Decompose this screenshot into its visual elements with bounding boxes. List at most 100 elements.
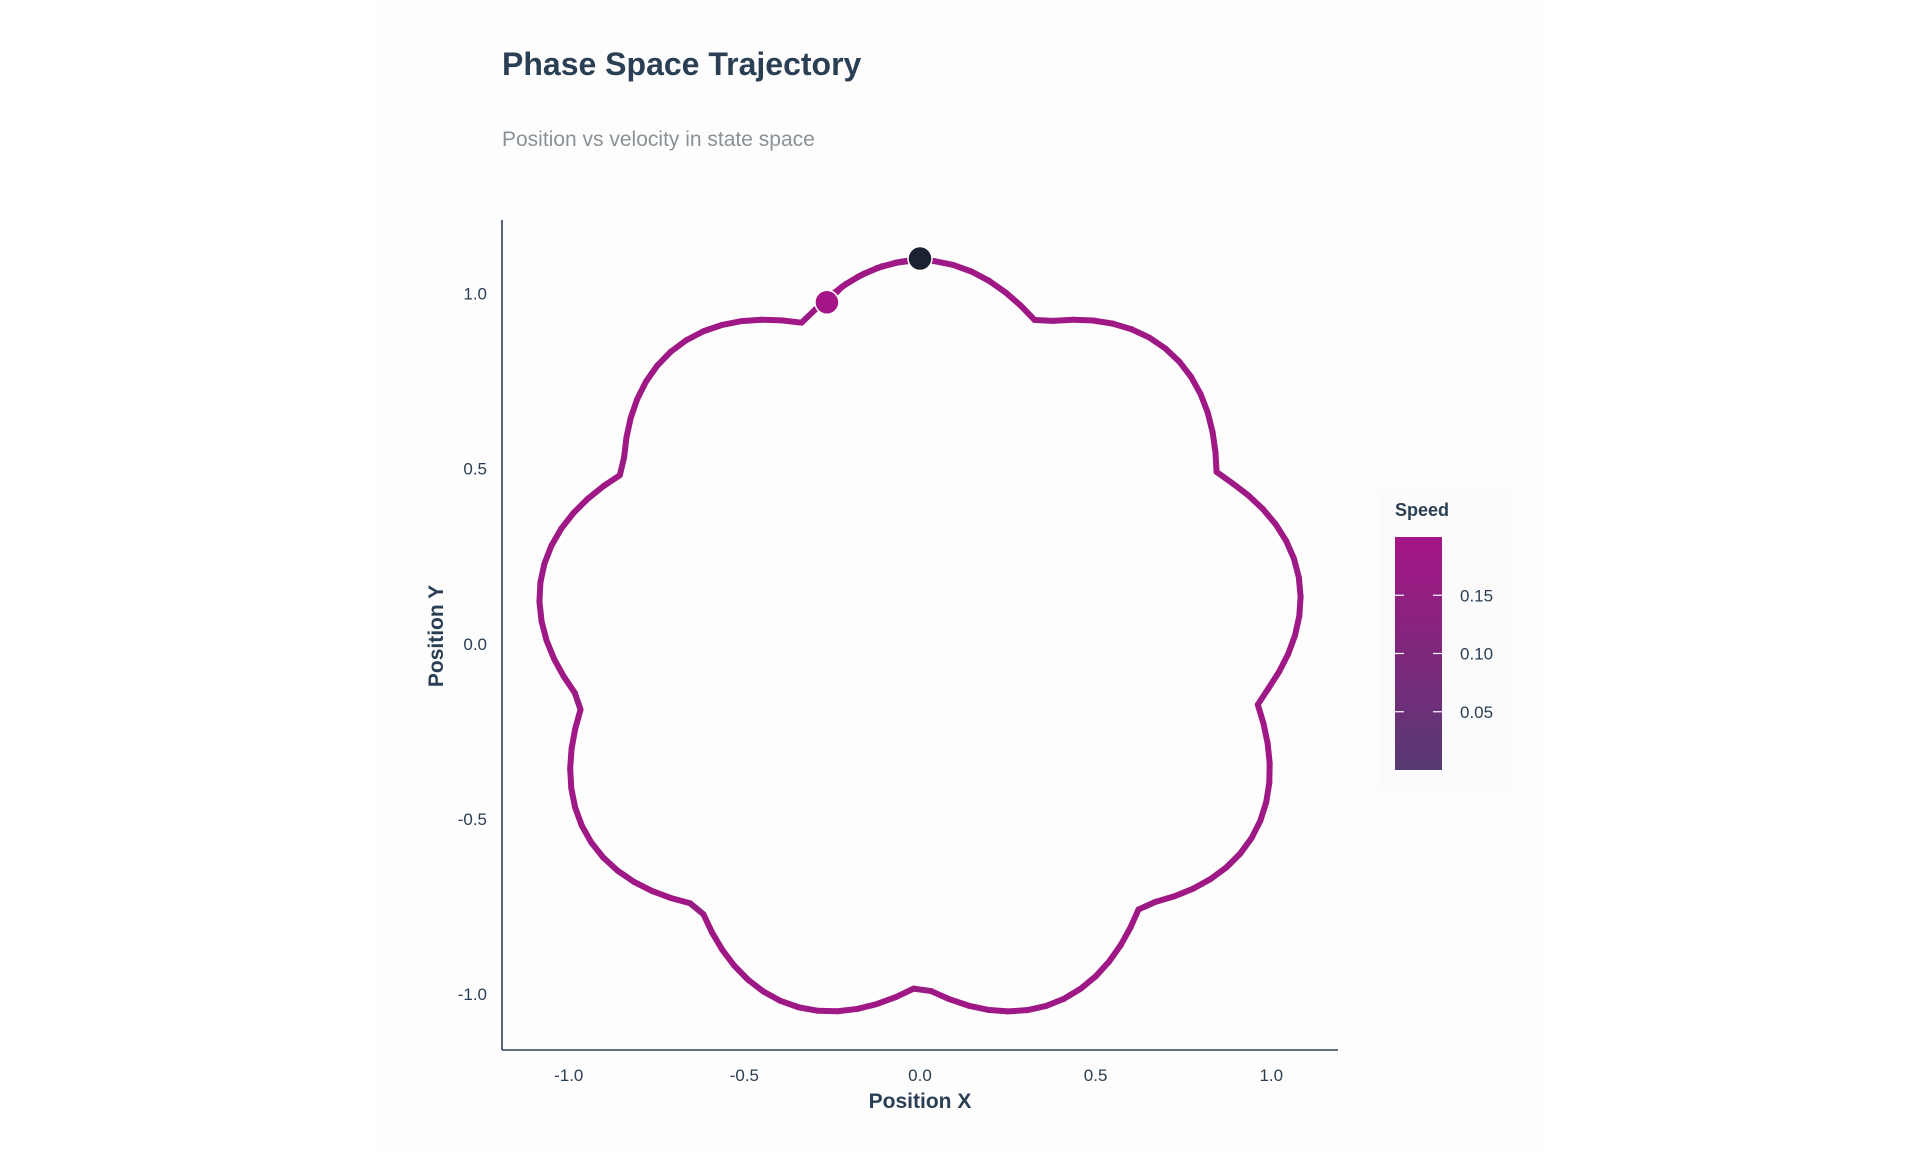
chart-title: Phase Space Trajectory xyxy=(502,46,862,82)
trajectory-segment xyxy=(1069,316,1097,324)
x-tick-label: 0.5 xyxy=(1084,1066,1108,1085)
axes xyxy=(501,220,1338,1051)
trajectory-segment xyxy=(1212,449,1220,475)
trajectory-segment xyxy=(568,725,579,752)
trajectory-segment xyxy=(560,673,578,696)
y-axis-label: Position Y xyxy=(425,585,448,687)
x-axis-ticks: -1.0 -0.5 0.0 0.5 1.0 xyxy=(554,1066,1283,1085)
trajectory-segment xyxy=(1248,817,1264,842)
trajectory-segment xyxy=(986,277,1009,296)
trajectory-segment xyxy=(1109,320,1135,333)
x-tick-label: -0.5 xyxy=(730,1066,759,1085)
trajectory-segment xyxy=(543,637,558,662)
trajectory-segment xyxy=(1254,685,1272,708)
trajectory-segment xyxy=(1017,302,1038,323)
trajectory-segment xyxy=(1207,864,1230,883)
trajectory-segment xyxy=(1276,650,1292,675)
trajectory-segment xyxy=(1162,345,1183,365)
trajectory-segment xyxy=(1257,799,1270,824)
trajectory-segment xyxy=(1061,985,1084,1002)
trajectory-segment xyxy=(1254,701,1267,727)
trajectory-segment xyxy=(572,706,584,732)
chart-subtitle: Position vs velocity in state space xyxy=(502,128,815,151)
trajectory-segment xyxy=(537,560,548,586)
x-tick-label: 1.0 xyxy=(1259,1066,1283,1085)
trajectory-segment xyxy=(700,911,716,936)
y-tick-label: 0.0 xyxy=(463,635,487,654)
trajectory-segment xyxy=(738,316,765,325)
y-tick-label: -0.5 xyxy=(458,810,487,829)
y-tick-label: -1.0 xyxy=(458,985,487,1004)
trajectory-segment xyxy=(572,804,585,829)
trajectory-segment xyxy=(558,509,577,532)
trajectory-segment xyxy=(838,273,862,290)
trajectory-segment xyxy=(1209,429,1219,456)
trajectory-segment xyxy=(873,259,899,272)
trajectory-segment xyxy=(654,348,674,369)
colorbar-ticks: 0.15 0.10 0.05 xyxy=(1395,586,1493,722)
trajectory-segment xyxy=(567,745,575,772)
trajectory-segment xyxy=(1092,958,1113,980)
trajectory-segment xyxy=(642,362,661,385)
trajectory-segment xyxy=(578,822,595,846)
trajectory-segment xyxy=(1263,779,1273,806)
trajectory-segment xyxy=(1295,574,1304,600)
trajectory-segment xyxy=(1292,613,1303,639)
trajectory-segment xyxy=(873,994,899,1008)
trajectory-segment xyxy=(1204,409,1216,436)
trajectory-segment xyxy=(1106,942,1124,965)
trajectory-segment xyxy=(892,985,917,1001)
trajectory-segment xyxy=(1077,973,1099,992)
trajectory-segment xyxy=(1283,537,1297,562)
trajectory-segment xyxy=(1237,835,1255,857)
trajectory-segment xyxy=(1024,1002,1050,1014)
trajectory-segment xyxy=(614,867,638,885)
trajectory-segment xyxy=(623,415,634,441)
trajectory-segment xyxy=(683,328,707,344)
trajectory-segment xyxy=(1004,1007,1031,1015)
trajectory-segment xyxy=(778,317,805,326)
trajectory-segment xyxy=(1043,995,1068,1009)
trajectory-segment xyxy=(1031,316,1056,324)
trajectory-segment xyxy=(667,337,690,355)
trajectory-segment xyxy=(1265,668,1283,692)
trajectory-segment xyxy=(1229,480,1252,499)
trajectory-segment xyxy=(1146,334,1169,352)
trajectory-segment xyxy=(745,976,767,995)
trajectory-segment xyxy=(1135,898,1159,913)
trajectory-segment xyxy=(1189,876,1214,892)
trajectory-segment xyxy=(1002,289,1024,309)
speed-colorbar-legend: Speed 0.15 0.10 0.05 xyxy=(1380,490,1510,790)
trajectory-segment xyxy=(931,258,957,268)
start-point-marker xyxy=(907,245,933,272)
trajectory-segment xyxy=(1260,720,1271,747)
trajectory-segment xyxy=(551,655,567,680)
trajectory-segment xyxy=(946,996,972,1009)
trajectory-segment xyxy=(621,434,630,461)
trajectory-segment xyxy=(584,483,607,502)
trajectory-segment xyxy=(855,265,880,280)
x-tick-label: 0.0 xyxy=(908,1066,932,1085)
trajectory-segment xyxy=(648,887,674,901)
trajectory-segment xyxy=(965,1002,991,1013)
trajectory-segment xyxy=(667,894,694,907)
trajectory-segment xyxy=(541,542,555,567)
trajectory-segment xyxy=(1197,391,1211,416)
trajectory-segment xyxy=(627,396,641,422)
trajectory-segment xyxy=(538,618,550,644)
chart-panel xyxy=(375,0,1545,1152)
trajectory-segment xyxy=(1171,885,1196,900)
trajectory-segment xyxy=(834,1005,861,1015)
trajectory-segment xyxy=(798,306,819,326)
trajectory-segment xyxy=(795,1004,821,1014)
trajectory-segment xyxy=(1128,326,1153,341)
trajectory-segment xyxy=(760,988,784,1004)
trajectory-segment xyxy=(616,454,628,479)
trajectory-segment xyxy=(731,962,752,983)
trajectory-segment xyxy=(1245,492,1266,513)
trajectory-segment xyxy=(1152,893,1178,905)
trajectory-segment xyxy=(1188,374,1204,398)
trajectory-segment xyxy=(1127,906,1142,931)
y-tick-label: 1.0 xyxy=(463,285,487,304)
